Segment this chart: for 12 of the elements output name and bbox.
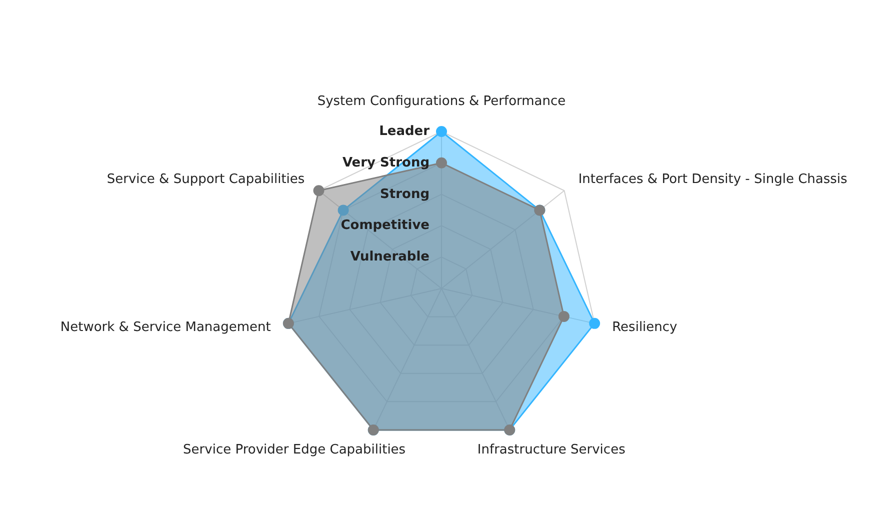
y-tick-label: Leader	[379, 124, 430, 139]
spoke-label: Network & Service Management	[60, 320, 271, 335]
spoke-label: Service Provider Edge Capabilities	[183, 442, 406, 458]
y-tick-label: Very Strong	[342, 155, 430, 170]
y-tick-label: Vulnerable	[350, 250, 430, 265]
y-tick-label: Strong	[380, 186, 430, 202]
y-tick-label: Competitive	[340, 218, 430, 234]
spoke-label: Interfaces & Port Density - Single Chassis	[578, 172, 848, 187]
spoke-label: Service & Support Capabilities	[106, 172, 305, 187]
spoke-label: System Configurations & Performance	[317, 94, 566, 109]
spoke-label: Infrastructure Services	[477, 442, 626, 458]
spoke-label: Resiliency	[612, 320, 678, 335]
